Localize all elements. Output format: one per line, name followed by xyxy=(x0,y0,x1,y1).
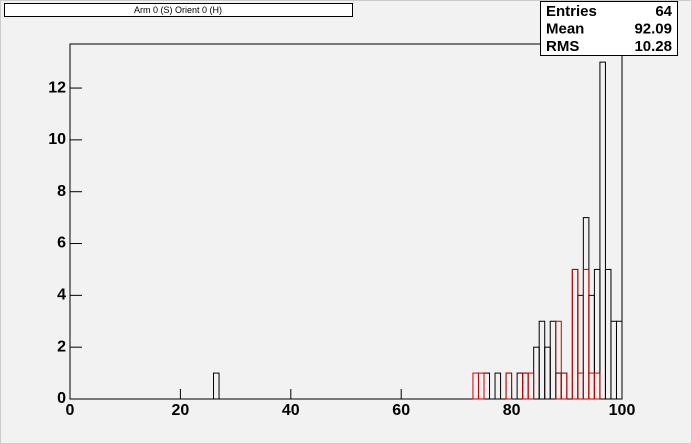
chart-title: Arm 0 (S) Orient 0 (H) xyxy=(134,5,222,15)
y-tick-label: 6 xyxy=(57,235,66,252)
x-tick-label: 100 xyxy=(609,402,636,419)
x-tick-label: 40 xyxy=(282,402,300,419)
bin xyxy=(494,372,502,400)
bin xyxy=(477,372,485,400)
bin xyxy=(599,61,606,400)
y-tick-label: 8 xyxy=(57,183,66,200)
stat-label: Mean xyxy=(546,20,584,37)
plot: 0 2 4 6 8 10 12 0 20 40 60 80 100 xyxy=(48,61,636,419)
y-tick-label: 2 xyxy=(57,338,66,355)
x-tick-label: 20 xyxy=(172,402,190,419)
x-tick-label: 0 xyxy=(66,402,75,419)
x-tick-label: 80 xyxy=(503,402,521,419)
y-tick-label: 0 xyxy=(57,390,66,407)
bin xyxy=(571,268,579,400)
stat-value: 64 xyxy=(655,3,672,20)
bin xyxy=(527,372,535,400)
bin xyxy=(615,320,623,400)
frame xyxy=(69,43,623,400)
bin xyxy=(505,372,513,400)
bin xyxy=(582,268,590,400)
bin xyxy=(213,372,220,400)
stat-label: Entries xyxy=(546,3,597,20)
stat-label: RMS xyxy=(546,38,579,55)
x-tick-label: 60 xyxy=(392,402,410,419)
title-box xyxy=(4,3,353,17)
stat-value: 92.09 xyxy=(634,20,672,37)
stat-value: 10.28 xyxy=(634,38,672,55)
y-tick-label: 12 xyxy=(48,79,66,96)
y-tick-label: 10 xyxy=(48,131,66,148)
y-tick-label: 4 xyxy=(57,287,66,304)
stats: Entries 64 Mean 92.09 RMS 10.28 xyxy=(546,3,673,55)
bin xyxy=(593,372,601,400)
bin xyxy=(560,372,568,400)
stats-box xyxy=(540,1,678,56)
bin xyxy=(555,320,562,400)
